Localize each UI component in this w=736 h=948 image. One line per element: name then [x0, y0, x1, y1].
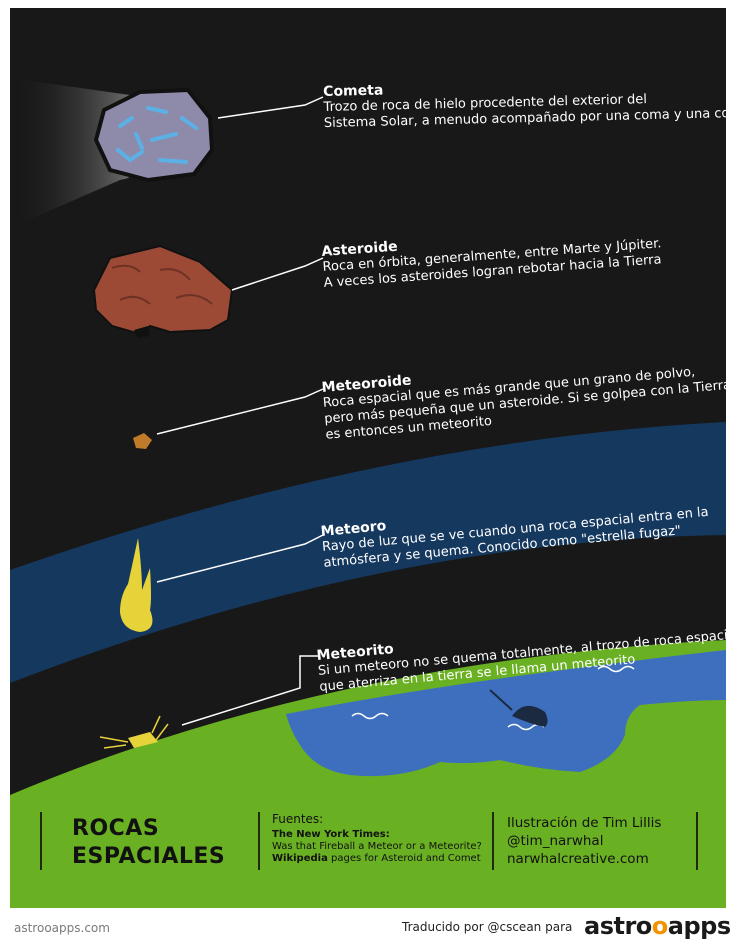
footer-translator-credit: Traducido por @cscean para [402, 920, 573, 934]
panel-divider [696, 812, 698, 870]
credit-twitter-link[interactable]: @tim_narwhal [507, 833, 604, 849]
meteoroid-body [133, 433, 152, 449]
astrooapps-logo[interactable]: astrooapps [584, 912, 731, 940]
panel-divider [258, 812, 260, 870]
asteroid-cracks [111, 264, 213, 305]
panel-divider [40, 812, 42, 870]
asteroid-body [92, 244, 234, 336]
source-item: The New York Times: [272, 829, 492, 841]
panel-divider [492, 812, 494, 870]
sources-block: Fuentes: The New York Times: Was that Fi… [272, 813, 492, 865]
comet-body [93, 87, 215, 183]
credit-website-link[interactable]: narwhalcreative.com [507, 851, 649, 867]
comet-label: Cometa Trozo de roca de hielo procedente… [323, 74, 736, 132]
ocean [286, 650, 726, 777]
source-item: Wikipedia pages for Asteroid and Comet [272, 853, 492, 865]
wave-icon [351, 712, 389, 720]
comet-ice-marks [116, 106, 198, 164]
narwhal-tusk [489, 689, 513, 711]
leader-lines [156, 96, 324, 726]
source2-text: pages for Asteroid and Comet [327, 853, 481, 864]
poster-title: ROCAS ESPACIALES [72, 815, 225, 871]
meteorite-sparks [99, 715, 169, 749]
footer-site-link[interactable]: astrooapps.com [14, 921, 110, 935]
logo-part2: apps [667, 912, 731, 940]
bottom-panel [10, 798, 726, 908]
narwhal-icon [512, 705, 548, 727]
source1-text: Was that Fireball a Meteor or a Meteorit… [272, 841, 482, 852]
wave-icon [597, 665, 635, 673]
logo-o: o [651, 912, 669, 940]
poster-title-line1: ROCAS [72, 816, 160, 841]
sources-heading: Fuentes: [272, 812, 324, 826]
source2-name: Wikipedia [272, 853, 328, 864]
meteor-flame [120, 538, 153, 632]
meteorite-rock [128, 732, 158, 748]
poster-title-line2: ESPACIALES [72, 844, 226, 869]
credit-block: Ilustración de Tim Lillis @tim_narwhal n… [507, 814, 661, 868]
logo-part1: astro [584, 912, 652, 940]
atmosphere-band [10, 422, 726, 683]
credit-line1: Ilustración de Tim Lillis [507, 815, 662, 831]
asteroid-chip [134, 326, 150, 338]
source1-name: The New York Times: [272, 829, 390, 840]
